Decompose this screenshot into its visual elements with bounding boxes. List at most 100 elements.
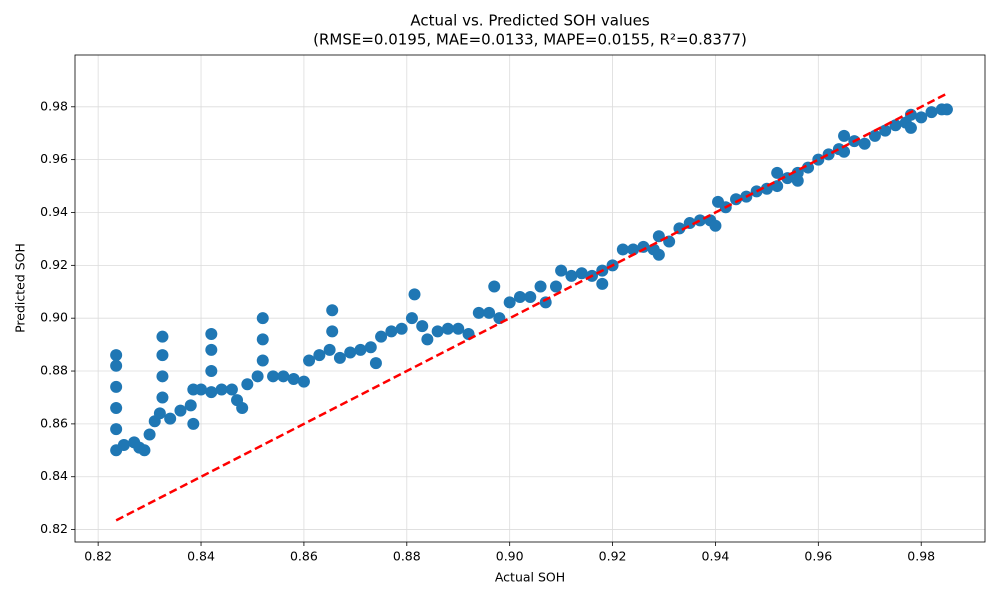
point bbox=[596, 277, 609, 290]
point bbox=[524, 291, 537, 304]
x-axis-label: Actual SOH bbox=[495, 570, 565, 585]
point bbox=[472, 306, 485, 319]
point bbox=[452, 322, 465, 335]
point bbox=[225, 383, 238, 396]
point bbox=[354, 343, 367, 356]
point bbox=[940, 103, 953, 116]
point bbox=[838, 145, 851, 158]
point bbox=[215, 383, 228, 396]
point bbox=[364, 341, 377, 354]
y-axis-label: Predicted SOH bbox=[13, 243, 28, 333]
reference-line bbox=[115, 92, 948, 522]
point bbox=[187, 417, 200, 430]
point bbox=[251, 370, 264, 383]
point bbox=[791, 174, 804, 187]
y-tick-label: 0.84 bbox=[40, 468, 68, 483]
point bbox=[616, 243, 629, 256]
y-tick-label: 0.98 bbox=[40, 98, 68, 113]
point bbox=[925, 106, 938, 119]
point bbox=[915, 111, 928, 124]
y-tick-label: 0.90 bbox=[40, 310, 68, 325]
point bbox=[575, 267, 588, 280]
point bbox=[694, 214, 707, 227]
point bbox=[156, 349, 169, 362]
x-tick-label: 0.96 bbox=[804, 549, 832, 564]
point bbox=[513, 291, 526, 304]
point bbox=[110, 402, 123, 415]
point bbox=[868, 129, 881, 142]
point bbox=[408, 288, 421, 301]
point bbox=[195, 383, 208, 396]
point bbox=[889, 119, 902, 132]
point bbox=[205, 386, 218, 399]
y-tick-label: 0.96 bbox=[40, 151, 68, 166]
point bbox=[236, 402, 249, 415]
point bbox=[904, 108, 917, 121]
point bbox=[416, 320, 429, 333]
point bbox=[110, 423, 123, 436]
x-tick-label: 0.86 bbox=[290, 549, 318, 564]
x-tick-label: 0.82 bbox=[84, 549, 112, 564]
point bbox=[344, 346, 357, 359]
point bbox=[503, 296, 516, 309]
point bbox=[730, 193, 743, 206]
point bbox=[205, 343, 218, 356]
point bbox=[822, 148, 835, 161]
point bbox=[138, 444, 151, 457]
point bbox=[431, 325, 444, 338]
point bbox=[287, 372, 300, 385]
point bbox=[153, 407, 166, 420]
point bbox=[326, 325, 339, 338]
point bbox=[369, 357, 382, 370]
point bbox=[549, 280, 562, 293]
point bbox=[483, 306, 496, 319]
point bbox=[174, 404, 187, 417]
point bbox=[405, 312, 418, 325]
point bbox=[110, 349, 123, 362]
point bbox=[156, 330, 169, 343]
chart-subtitle: (RMSE=0.0195, MAE=0.0133, MAPE=0.0155, R… bbox=[313, 31, 747, 49]
point bbox=[375, 330, 388, 343]
point bbox=[709, 219, 722, 232]
y-tick-label: 0.94 bbox=[40, 204, 68, 219]
point bbox=[323, 343, 336, 356]
point bbox=[488, 280, 501, 293]
point bbox=[205, 328, 218, 341]
point bbox=[313, 349, 326, 362]
point bbox=[385, 325, 398, 338]
point bbox=[555, 264, 568, 277]
x-tick-label: 0.94 bbox=[702, 549, 730, 564]
chart-title: Actual vs. Predicted SOH values bbox=[410, 12, 650, 30]
point bbox=[879, 124, 892, 137]
point bbox=[256, 312, 269, 325]
x-tick-label: 0.90 bbox=[496, 549, 524, 564]
point bbox=[858, 137, 871, 150]
point bbox=[110, 380, 123, 393]
point bbox=[534, 280, 547, 293]
point bbox=[297, 375, 310, 388]
point bbox=[256, 354, 269, 367]
point bbox=[277, 370, 290, 383]
point bbox=[156, 370, 169, 383]
point bbox=[333, 351, 346, 364]
point bbox=[184, 399, 197, 412]
y-tick-label: 0.86 bbox=[40, 415, 68, 430]
point bbox=[164, 412, 177, 425]
point bbox=[421, 333, 434, 346]
point bbox=[205, 365, 218, 378]
point bbox=[156, 391, 169, 404]
point bbox=[904, 121, 917, 134]
point bbox=[110, 359, 123, 372]
plot-frame bbox=[74, 54, 986, 543]
point bbox=[652, 248, 665, 261]
y-tick-label: 0.88 bbox=[40, 363, 68, 378]
point bbox=[143, 428, 156, 441]
point bbox=[812, 153, 825, 166]
x-tick-label: 0.88 bbox=[393, 549, 421, 564]
y-tick-label: 0.92 bbox=[40, 257, 68, 272]
point bbox=[395, 322, 408, 335]
point bbox=[838, 129, 851, 142]
point bbox=[771, 166, 784, 179]
point bbox=[241, 378, 254, 391]
